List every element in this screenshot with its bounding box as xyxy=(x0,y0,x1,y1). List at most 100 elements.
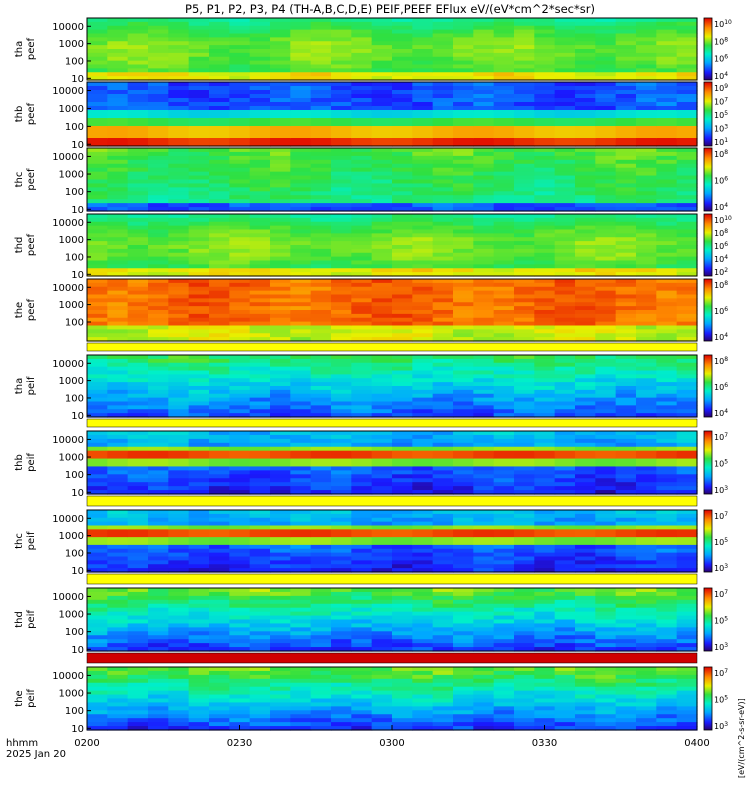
heatmap-cell xyxy=(575,260,596,265)
heatmap-cell xyxy=(148,588,169,593)
heatmap-cell xyxy=(107,611,129,617)
heatmap-cell xyxy=(473,386,495,391)
heatmap-cell xyxy=(107,179,129,185)
heatmap-cell xyxy=(371,134,393,139)
heatmap-cell xyxy=(514,306,535,311)
heatmap-cell xyxy=(554,25,576,31)
heatmap-cell xyxy=(392,237,413,242)
heatmap-cell xyxy=(615,56,637,62)
heatmap-cell xyxy=(270,329,291,334)
heatmap-cell xyxy=(107,225,129,231)
heatmap-cell xyxy=(371,434,393,440)
heatmap-cell xyxy=(249,264,271,269)
heatmap-cell xyxy=(453,548,474,554)
heatmap-cell xyxy=(554,722,576,727)
heatmap-cell xyxy=(107,431,129,436)
heatmap-cell xyxy=(209,482,230,487)
heatmap-cell xyxy=(432,151,454,157)
heatmap-cell xyxy=(514,603,535,609)
heatmap-cell xyxy=(310,29,332,35)
heatmap-cell xyxy=(656,110,678,115)
heatmap-cell xyxy=(493,564,515,569)
heatmap-cell xyxy=(310,405,332,410)
heatmap-cell xyxy=(412,434,434,440)
heatmap-cell xyxy=(493,544,515,550)
heatmap-cell xyxy=(351,718,373,723)
heatmap-cell xyxy=(392,229,413,234)
heatmap-cell xyxy=(656,49,678,54)
heatmap-cell xyxy=(412,310,434,315)
heatmap-cell xyxy=(107,130,129,135)
heatmap-cell xyxy=(351,302,373,307)
heatmap-cell xyxy=(412,256,434,262)
heatmap-cell xyxy=(209,405,230,410)
heatmap-cell xyxy=(676,279,698,284)
heatmap-cell xyxy=(371,635,393,640)
heatmap-cell xyxy=(209,595,230,601)
colorbar xyxy=(703,17,713,81)
heatmap-cell xyxy=(615,45,637,50)
heatmap-cell xyxy=(229,52,251,58)
heatmap-cell xyxy=(473,564,495,569)
heatmap-cell xyxy=(168,599,190,605)
heatmap-cell xyxy=(493,690,515,696)
heatmap-cell xyxy=(453,674,474,680)
heatmap-cell xyxy=(371,533,393,538)
heatmap-cell xyxy=(371,25,393,31)
heatmap-cell xyxy=(595,510,617,515)
heatmap-cell xyxy=(351,217,373,223)
heatmap-cell xyxy=(432,682,454,688)
heatmap-cell xyxy=(453,56,474,62)
heatmap-cell xyxy=(188,405,210,410)
heatmap-cell xyxy=(87,260,108,265)
heatmap-cell xyxy=(453,591,474,597)
heatmap-cell xyxy=(493,114,515,119)
heatmap-cell xyxy=(656,203,678,208)
heatmap-cell xyxy=(290,114,312,119)
heatmap-cell xyxy=(290,256,312,262)
heatmap-cell xyxy=(107,76,129,81)
heatmap-cell xyxy=(168,130,190,135)
heatmap-cell xyxy=(168,643,190,648)
heatmap-cell xyxy=(310,603,332,609)
heatmap-cell xyxy=(87,686,108,692)
heatmap-cell xyxy=(188,151,210,157)
heatmap-cell xyxy=(636,245,657,250)
heatmap-cell xyxy=(554,138,576,143)
heatmap-cell xyxy=(229,706,251,711)
heatmap-cell xyxy=(249,591,271,597)
heatmap-cell xyxy=(168,207,190,212)
heatmap-cell xyxy=(432,378,454,383)
heatmap-cell xyxy=(148,138,169,143)
heatmap-cell xyxy=(168,366,190,372)
heatmap-cell xyxy=(270,25,291,31)
heatmap-cell xyxy=(371,248,393,254)
heatmap-cell xyxy=(432,599,454,605)
heatmap-cell xyxy=(595,214,617,219)
heatmap-cell xyxy=(229,358,251,364)
heatmap-cell xyxy=(310,268,332,273)
heatmap-cell xyxy=(87,405,108,410)
heatmap-cell xyxy=(392,393,413,399)
heatmap-cell xyxy=(310,541,332,546)
heatmap-cell xyxy=(615,207,637,212)
heatmap-cell xyxy=(229,470,251,475)
heatmap-cell xyxy=(127,241,149,246)
heatmap-cell xyxy=(595,122,617,127)
heatmap-cell xyxy=(473,513,495,519)
heatmap-cell xyxy=(412,298,434,303)
heatmap-cell xyxy=(656,603,678,609)
heatmap-cell xyxy=(676,529,698,534)
heatmap-cell xyxy=(351,450,373,456)
heatmap-cell xyxy=(554,148,576,153)
heatmap-cell xyxy=(432,714,454,719)
heatmap-cell xyxy=(107,635,129,640)
heatmap-cell xyxy=(229,434,251,440)
heatmap-cell xyxy=(473,599,495,605)
heatmap-cell xyxy=(575,110,596,115)
heatmap-cell xyxy=(371,72,393,77)
heatmap-cell xyxy=(168,470,190,475)
heatmap-cell xyxy=(188,241,210,246)
heatmap-cell xyxy=(168,615,190,621)
heatmap-cell xyxy=(656,171,678,177)
